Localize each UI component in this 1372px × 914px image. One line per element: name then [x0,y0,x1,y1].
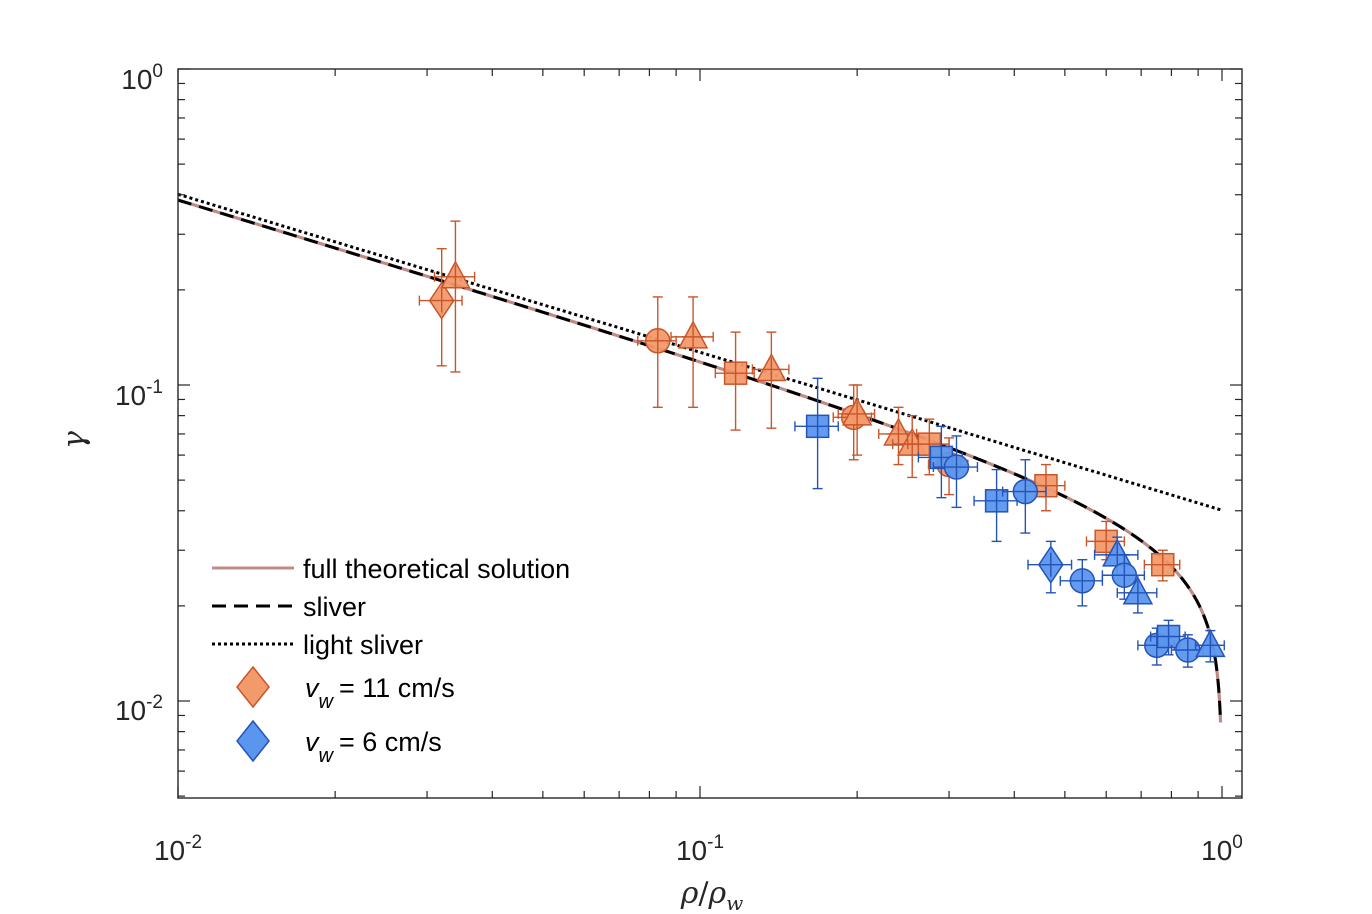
points-layer [418,220,1226,668]
data-point [1027,540,1073,594]
data-point [1059,558,1104,607]
data-point [670,296,714,409]
data-point [1116,574,1158,614]
y-tick-label: 10-1 [115,377,163,411]
ticks-layer [177,68,1242,798]
legend-label-6cms: vw = 6 cm/s [305,727,442,767]
x-tick-label: 100 [1201,832,1243,866]
legend-marker-6cms [236,719,270,763]
data-point [1194,628,1226,663]
x-tick-label: 10-1 [676,832,724,866]
data-point [1149,619,1186,656]
data-point [1143,549,1181,582]
data-point [1001,459,1047,534]
legend-label-sliver: sliver [303,592,366,622]
data-point [794,377,839,490]
y-tick-label: 100 [121,61,163,95]
x-tick-label: 10-2 [154,832,202,866]
legend-label-full: full theoretical solution [303,554,570,584]
curve-light-sliver [178,192,1223,512]
legend-marker-11cms [236,665,270,709]
x-axis-label: ρ/ρw [680,876,744,914]
plot-area [178,69,1242,798]
y-tick-label: 10-2 [115,692,163,726]
y-axis-label: γ [57,431,92,449]
curves-layer [178,192,1223,723]
data-point [433,220,476,373]
curve-sliver [178,198,1223,723]
legend: full theoretical solution sliver light s… [212,554,570,767]
data-point [932,435,979,509]
data-point [418,247,463,367]
legend-label-11cms: vw = 11 cm/s [305,673,455,713]
legend-label-light-sliver: light sliver [303,630,423,660]
data-point [837,384,876,456]
data-point [714,331,755,431]
data-point [637,296,677,409]
data-point [751,331,790,429]
